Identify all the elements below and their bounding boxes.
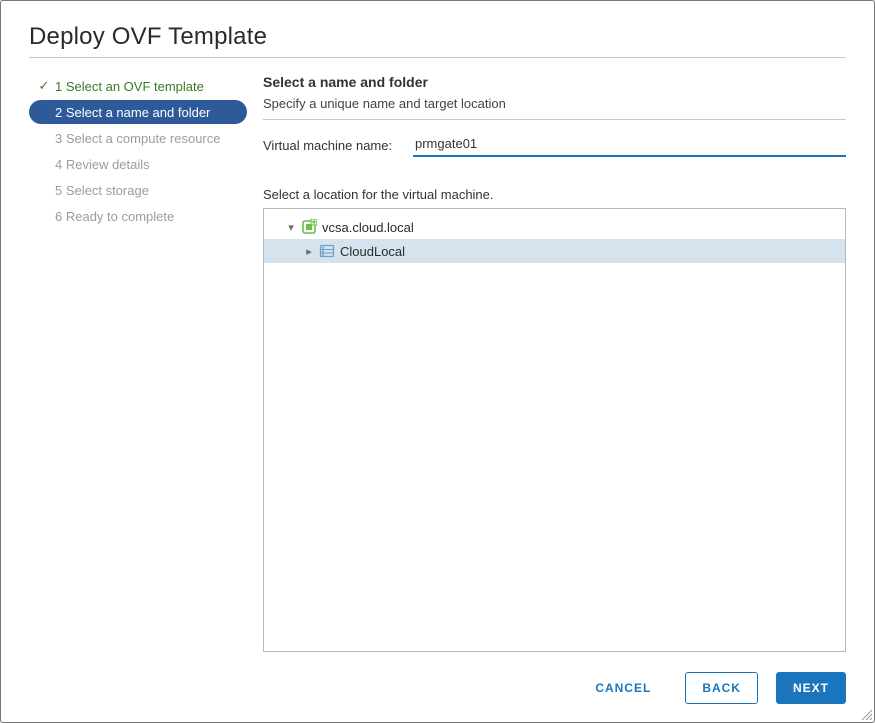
section-heading: Select a name and folder xyxy=(263,74,846,90)
vm-name-input[interactable] xyxy=(413,134,846,157)
tree-node-label: CloudLocal xyxy=(340,244,405,259)
check-icon: ✓ xyxy=(35,78,53,94)
step-label: 1 Select an OVF template xyxy=(53,79,204,94)
dialog-footer: CANCEL BACK NEXT xyxy=(263,652,846,704)
dialog-title: Deploy OVF Template xyxy=(29,23,846,51)
step-label: 5 Select storage xyxy=(53,183,149,198)
step-select-name-folder[interactable]: ✓ 2 Select a name and folder xyxy=(29,100,247,124)
tree-node-label: vcsa.cloud.local xyxy=(322,220,414,235)
wizard-steps: ✓ 1 Select an OVF template ✓ 2 Select a … xyxy=(29,72,247,704)
cancel-button[interactable]: CANCEL xyxy=(579,672,667,704)
title-rule xyxy=(29,57,846,58)
vm-name-label: Virtual machine name: xyxy=(263,138,413,153)
section-rule xyxy=(263,119,846,120)
next-button[interactable]: NEXT xyxy=(776,672,846,704)
step-compute-resource: ✓ 3 Select a compute resource xyxy=(29,126,247,150)
vcenter-icon xyxy=(300,218,318,236)
datacenter-icon xyxy=(318,242,336,260)
step-label: 2 Select a name and folder xyxy=(53,105,210,120)
step-select-ovf[interactable]: ✓ 1 Select an OVF template xyxy=(29,74,247,98)
deploy-ovf-dialog: Deploy OVF Template ✓ 1 Select an OVF te… xyxy=(0,0,875,723)
dialog-inner: Deploy OVF Template ✓ 1 Select an OVF te… xyxy=(1,1,874,722)
dialog-body: ✓ 1 Select an OVF template ✓ 2 Select a … xyxy=(29,72,846,704)
step-select-storage: ✓ 5 Select storage xyxy=(29,178,247,202)
wizard-main: Select a name and folder Specify a uniqu… xyxy=(247,72,846,704)
step-label: 3 Select a compute resource xyxy=(53,131,220,146)
tree-node-vcenter[interactable]: ▾ vcsa.cloud.local xyxy=(264,215,845,239)
tree-node-datacenter[interactable]: ▸ CloudLocal xyxy=(264,239,845,263)
step-label: 4 Review details xyxy=(53,157,150,172)
step-label: 6 Ready to complete xyxy=(53,209,174,224)
step-ready-complete: ✓ 6 Ready to complete xyxy=(29,204,247,228)
caret-right-icon[interactable]: ▸ xyxy=(302,245,316,258)
location-tree[interactable]: ▾ vcsa.cloud.local ▸ xyxy=(263,208,846,652)
location-label: Select a location for the virtual machin… xyxy=(263,187,846,202)
vm-name-row: Virtual machine name: xyxy=(263,134,846,157)
caret-down-icon[interactable]: ▾ xyxy=(284,221,298,234)
section-subheading: Specify a unique name and target locatio… xyxy=(263,96,846,111)
back-button[interactable]: BACK xyxy=(685,672,758,704)
step-review-details: ✓ 4 Review details xyxy=(29,152,247,176)
